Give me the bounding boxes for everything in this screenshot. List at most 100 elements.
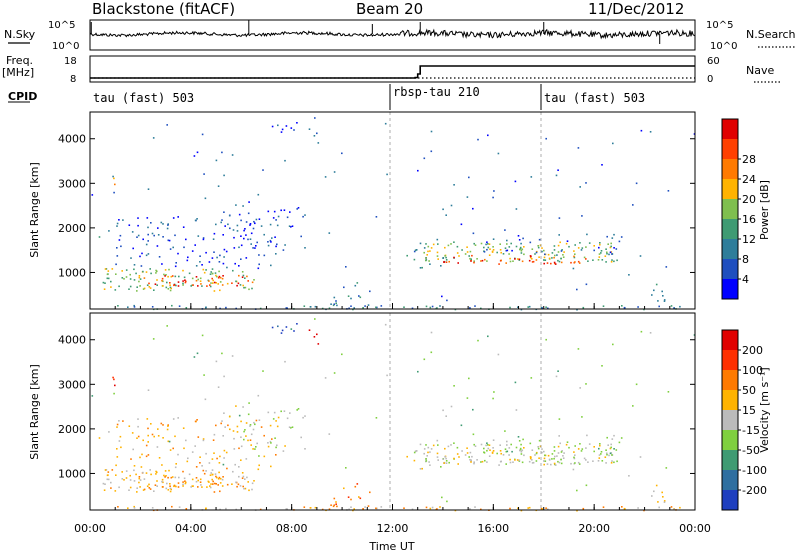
range-cell bbox=[553, 446, 556, 448]
range-cell bbox=[256, 442, 258, 445]
range-cell bbox=[249, 425, 251, 427]
range-cell bbox=[110, 286, 112, 288]
range-cell bbox=[587, 461, 589, 463]
range-cell bbox=[238, 265, 240, 267]
range-cell bbox=[280, 332, 283, 334]
range-cell bbox=[545, 338, 547, 341]
range-cell bbox=[216, 275, 218, 278]
range-cell bbox=[132, 247, 134, 250]
range-cell bbox=[607, 444, 609, 446]
range-cell bbox=[350, 506, 352, 508]
range-cell bbox=[286, 216, 289, 219]
range-cell bbox=[458, 255, 460, 257]
range-cell bbox=[364, 305, 366, 307]
range-cell bbox=[155, 269, 157, 272]
range-cell bbox=[473, 242, 475, 245]
range-cell bbox=[531, 459, 533, 461]
colorbar-swatch bbox=[722, 199, 738, 220]
range-cell bbox=[275, 446, 277, 449]
range-cell bbox=[576, 489, 578, 492]
range-cell bbox=[273, 411, 276, 414]
range-cell bbox=[300, 235, 302, 238]
range-cell bbox=[187, 457, 189, 460]
range-cell bbox=[168, 469, 170, 472]
range-cell bbox=[560, 257, 562, 260]
range-cell bbox=[185, 481, 187, 484]
range-cell bbox=[105, 469, 108, 471]
range-cell bbox=[246, 476, 248, 479]
range-cell bbox=[113, 392, 115, 395]
range-cell bbox=[472, 207, 474, 210]
range-cell bbox=[345, 266, 347, 268]
range-cell bbox=[333, 497, 336, 500]
range-cell bbox=[588, 242, 591, 244]
range-cell bbox=[195, 276, 198, 278]
range-cell bbox=[272, 418, 275, 420]
noise-right-tick-top: 10^5 bbox=[706, 20, 733, 31]
range-cell bbox=[314, 117, 316, 119]
range-cell bbox=[578, 262, 581, 264]
range-cell bbox=[505, 463, 507, 465]
range-cell bbox=[296, 323, 298, 325]
y-tick-label: 4000 bbox=[58, 334, 86, 347]
range-cell bbox=[212, 279, 214, 282]
range-cell bbox=[559, 442, 561, 445]
range-cell bbox=[166, 281, 168, 284]
range-cell bbox=[350, 305, 352, 307]
range-cell bbox=[529, 456, 532, 458]
range-cell bbox=[215, 282, 217, 284]
range-cell bbox=[139, 255, 141, 258]
range-cell bbox=[448, 461, 450, 464]
range-cell bbox=[143, 287, 146, 290]
range-cell bbox=[263, 233, 265, 236]
range-cell bbox=[546, 463, 549, 465]
range-cell bbox=[419, 468, 422, 470]
range-cell bbox=[240, 244, 243, 247]
range-cell bbox=[612, 142, 614, 145]
range-cell bbox=[350, 498, 352, 501]
range-cell bbox=[436, 508, 438, 510]
range-cell bbox=[288, 225, 291, 227]
range-cell bbox=[572, 468, 575, 471]
range-cell bbox=[423, 448, 426, 450]
range-cell bbox=[241, 477, 244, 479]
range-cell bbox=[210, 472, 212, 474]
range-cell bbox=[466, 196, 469, 198]
range-cell bbox=[197, 436, 200, 438]
range-cell bbox=[122, 420, 124, 422]
range-cell bbox=[116, 255, 119, 257]
range-cell bbox=[328, 232, 331, 234]
range-cell bbox=[229, 428, 231, 431]
range-cell bbox=[255, 446, 257, 448]
range-cell bbox=[520, 509, 523, 512]
range-cell bbox=[162, 437, 164, 439]
range-cell bbox=[136, 487, 138, 489]
range-cell bbox=[376, 507, 378, 510]
range-cell bbox=[602, 506, 605, 508]
range-cell bbox=[151, 507, 154, 509]
range-cell bbox=[209, 273, 212, 275]
range-cell bbox=[171, 476, 174, 478]
range-cell bbox=[538, 457, 540, 459]
range-cell bbox=[191, 277, 194, 280]
range-cell bbox=[232, 430, 235, 432]
range-cell bbox=[553, 261, 556, 264]
range-cell bbox=[504, 247, 507, 249]
range-cell bbox=[316, 333, 318, 336]
range-cell bbox=[333, 303, 336, 305]
range-cell bbox=[415, 249, 418, 251]
range-cell bbox=[593, 446, 595, 448]
range-cell bbox=[662, 496, 664, 498]
range-cell bbox=[330, 303, 332, 305]
range-cell bbox=[209, 474, 212, 476]
range-cell bbox=[182, 483, 184, 486]
range-cell bbox=[579, 242, 581, 244]
range-cell bbox=[468, 456, 470, 458]
range-cell bbox=[162, 481, 164, 484]
x-tick-label: 08:00 bbox=[276, 522, 308, 535]
range-cell bbox=[628, 475, 630, 477]
range-cell bbox=[491, 452, 494, 454]
range-cell bbox=[499, 249, 502, 251]
range-cell bbox=[602, 305, 605, 307]
